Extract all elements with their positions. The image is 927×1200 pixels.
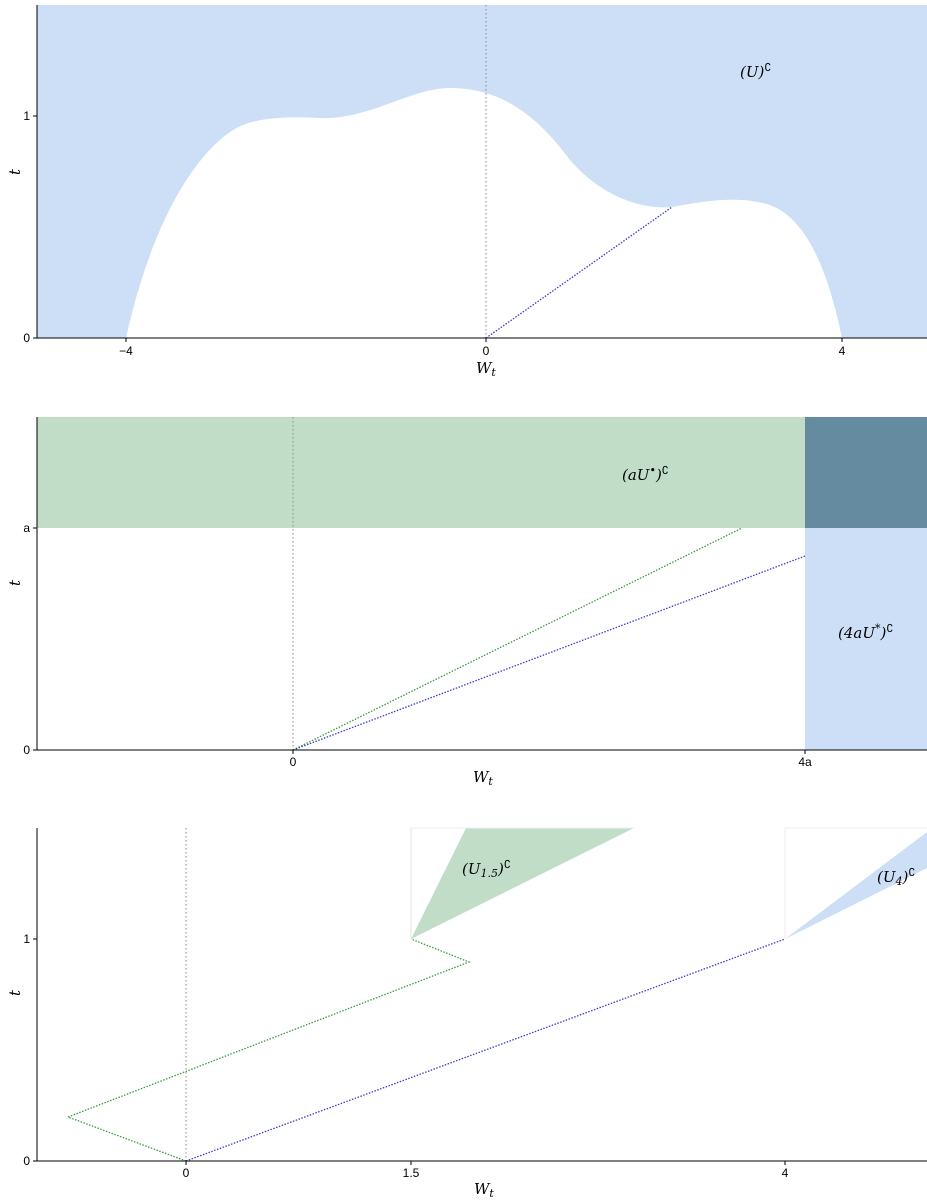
- region-label-au-bullet-complement: (aU•)∁: [622, 464, 669, 484]
- y-tick-label: 0: [23, 743, 30, 757]
- region-au-bullet-complement: [37, 417, 805, 528]
- x-tick-label: 4a: [798, 755, 812, 769]
- region-u4-complement: [785, 832, 927, 939]
- region-u-complement: [37, 5, 927, 338]
- y-tick-label: 1: [23, 932, 30, 946]
- y-tick-label: 0: [23, 331, 30, 345]
- x-axis-label: Wt: [476, 359, 496, 379]
- path-blue: [185, 938, 786, 1162]
- y-axis-label: t: [6, 579, 24, 586]
- path-blue: [292, 555, 806, 751]
- region-overlap: [805, 417, 927, 528]
- x-tick-label: 1.5: [403, 1166, 420, 1180]
- x-tick-label: 0: [483, 344, 490, 358]
- region-4au-star-complement: [805, 528, 927, 750]
- x-axis-label: Wt: [474, 1180, 494, 1200]
- region-label-u15-complement: (U1.5)∁: [462, 858, 511, 880]
- region-label-4au-star-complement: (4aU*)∁: [838, 622, 893, 642]
- y-axis-label: t: [6, 989, 24, 996]
- y-tick-label: 1: [23, 109, 30, 123]
- x-tick-label: 0: [290, 755, 297, 769]
- panel-bottom: 0 1.5 4 0 1 Wt t (U1.5)∁ (U4)∁: [6, 827, 927, 1200]
- path-green: [66, 938, 471, 1162]
- x-tick-label: 4: [782, 1166, 789, 1180]
- y-tick-label: 0: [23, 1154, 30, 1168]
- panel-top: −4 0 4 0 1 Wt t (U)∁: [6, 5, 927, 379]
- x-tick-label: 0: [183, 1166, 190, 1180]
- path-blue: [485, 206, 673, 339]
- x-tick-label: −4: [119, 344, 133, 358]
- region-u15-complement: [411, 828, 634, 939]
- x-tick-label: 4: [839, 344, 846, 358]
- region-label-u-complement: (U)∁: [740, 61, 771, 81]
- panel-middle: 0 4a 0 a Wt t (aU•)∁ (4aU*)∁: [6, 417, 927, 788]
- y-axis-label: t: [6, 168, 24, 175]
- path-green: [292, 527, 743, 751]
- x-axis-label: Wt: [473, 768, 493, 788]
- y-tick-label: a: [23, 521, 30, 535]
- region-label-u4-complement: (U4)∁: [877, 866, 915, 888]
